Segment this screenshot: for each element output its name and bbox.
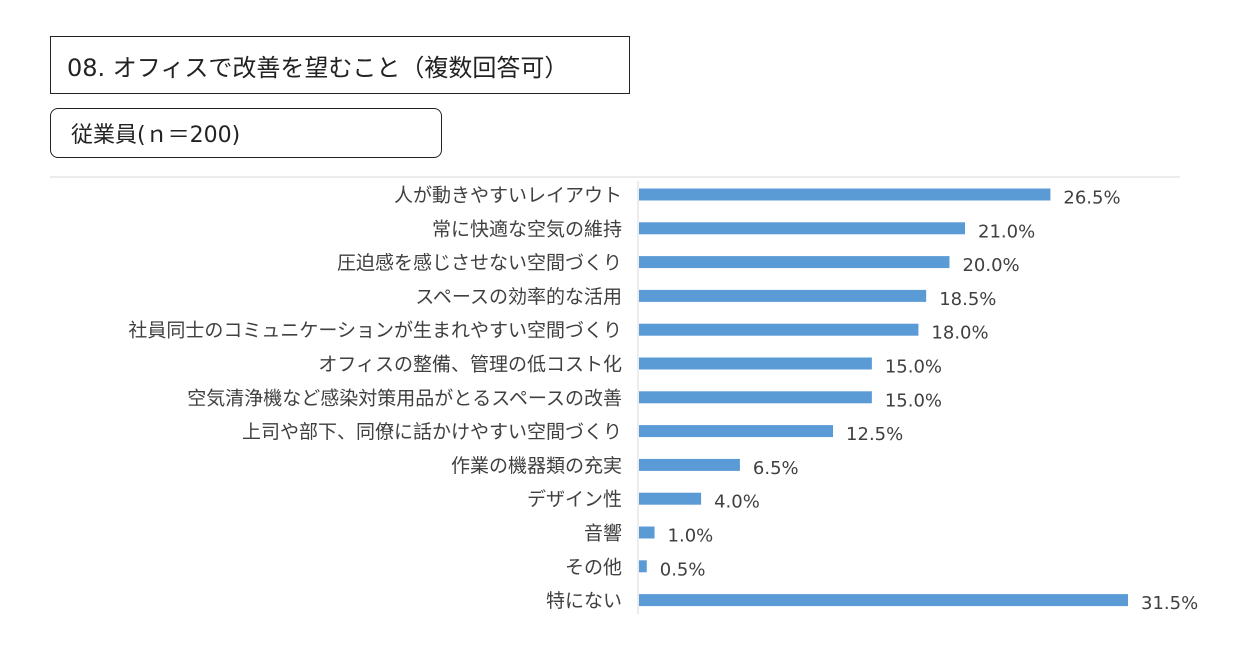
bar-2 [639,222,965,235]
bar-3 [639,256,950,269]
category-label-4: スペースの効率的な活用 [415,286,622,308]
value-label-8: 12.5% [846,424,903,445]
value-label-3: 20.0% [962,255,1019,276]
value-label-2: 21.0% [978,221,1035,242]
sample-size-box: 従業員(ｎ＝200) [50,108,442,158]
value-label-13: 31.5% [1141,593,1198,614]
bar-12 [639,560,647,573]
bar-7 [639,391,872,404]
category-label-13: 特にない [546,590,622,612]
value-label-11: 1.0% [668,526,714,547]
bars-group [639,188,1128,607]
chart-title: 08. オフィスで改善を望むこと（複数回答可） [67,53,569,82]
category-label-12: その他 [565,556,622,578]
value-label-9: 6.5% [753,458,799,479]
value-label-10: 4.0% [714,492,760,513]
category-label-10: デザイン性 [527,489,622,511]
bar-1 [639,188,1051,201]
category-label-11: 音響 [584,523,622,545]
value-label-1: 26.5% [1063,188,1120,209]
chart-title-box: 08. オフィスで改善を望むこと（複数回答可） [50,36,630,94]
bar-10 [639,492,702,505]
value-label-4: 18.5% [939,289,996,310]
sample-size-label: 従業員(ｎ＝200) [71,123,241,148]
bar-9 [639,458,740,471]
category-label-9: 作業の機器類の充実 [451,455,622,477]
category-label-2: 常に快適な空気の維持 [432,218,622,240]
category-label-3: 圧迫感を感じさせない空間づくり [337,252,622,274]
category-label-6: オフィスの整備、管理の低コスト化 [318,354,622,376]
category-label-1: 人が動きやすいレイアウト [394,185,622,207]
bar-5 [639,323,919,336]
category-label-5: 社員同士のコミュニケーションが生まれやすい空間づくり [128,320,622,342]
bar-4 [639,289,927,302]
bar-13 [639,594,1128,607]
value-label-5: 18.0% [931,323,988,344]
value-label-7: 15.0% [885,390,942,411]
value-label-6: 15.0% [885,357,942,378]
bar-8 [639,425,834,438]
category-label-8: 上司や部下、同僚に話かけやすい空間づくり [242,421,622,443]
category-label-7: 空気清浄機など感染対策用品がとるスペースの改善 [187,387,622,409]
category-labels-group: 人が動きやすいレイアウト常に快適な空気の維持圧迫感を感じさせない空間づくりスペー… [128,185,622,613]
bar-6 [639,357,872,370]
value-labels-group: 26.5% 21.0% 20.0% 18.5% 18.0% 15.0% 15.0% 12.5%… [660,188,1198,615]
bar-11 [639,526,655,539]
value-label-12: 0.5% [660,559,706,580]
